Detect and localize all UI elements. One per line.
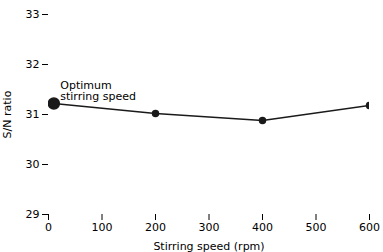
svg-text:S/N ratio: S/N ratio <box>1 90 14 138</box>
svg-text:Optimumstirring speed: Optimumstirring speed <box>60 79 136 103</box>
svg-text:100: 100 <box>92 221 113 234</box>
svg-text:29: 29 <box>26 208 40 221</box>
svg-text:32: 32 <box>26 58 40 71</box>
svg-text:33: 33 <box>26 8 40 21</box>
svg-text:0: 0 <box>45 221 52 234</box>
svg-text:31: 31 <box>26 108 40 121</box>
svg-text:400: 400 <box>252 221 273 234</box>
svg-text:Stirring speed (rpm): Stirring speed (rpm) <box>153 240 264 252</box>
svg-text:600: 600 <box>359 221 380 234</box>
svg-text:200: 200 <box>145 221 166 234</box>
svg-text:500: 500 <box>306 221 327 234</box>
svg-text:300: 300 <box>199 221 220 234</box>
svg-text:30: 30 <box>26 158 40 171</box>
